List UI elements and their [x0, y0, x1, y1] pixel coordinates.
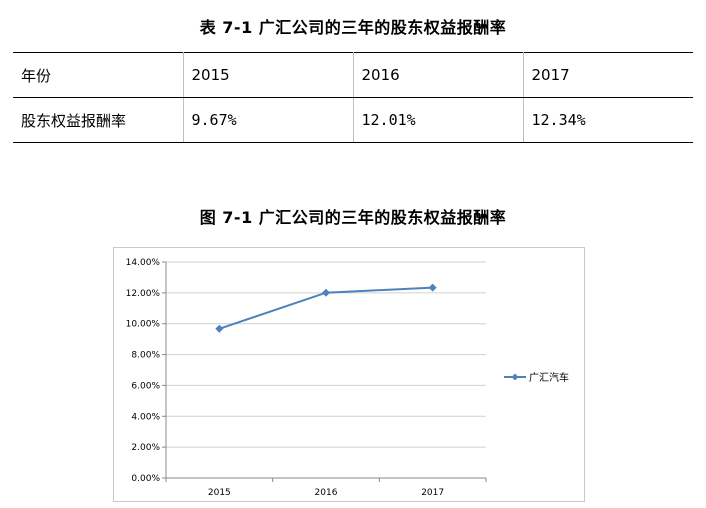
y-tick-label: 10.00% [126, 320, 161, 330]
header-cell-year: 年份 [13, 52, 184, 98]
legend-label: 广汇汽车 [529, 371, 569, 384]
y-tick-label: 14.00% [126, 258, 161, 268]
value-cell-2017: 12.34% [522, 97, 693, 143]
legend-marker [511, 373, 519, 381]
data-point [322, 288, 330, 297]
x-tick-label: 2016 [315, 488, 338, 498]
table-header-row: 年份 2015 2016 2017 [13, 52, 693, 98]
chart-title: 图 7-1 广汇公司的三年的股东权益报酬率 [199, 208, 507, 227]
value-cell-2015: 9.67% [182, 97, 354, 143]
row-label-roe: 股东权益报酬率 [13, 97, 184, 143]
table-title: 表 7-1 广汇公司的三年的股东权益报酬率 [199, 18, 507, 37]
header-cell-2017: 2017 [522, 52, 693, 98]
table-row: 股东权益报酬率 9.67% 12.01% 12.34% [13, 97, 693, 143]
y-tick-label: 2.00% [131, 443, 160, 453]
header-cell-2015: 2015 [182, 52, 354, 98]
x-tick-label: 2015 [208, 488, 231, 498]
y-tick-label: 6.00% [131, 381, 160, 391]
data-point [215, 324, 224, 333]
y-tick-label: 12.00% [126, 289, 161, 299]
y-tick-label: 0.00% [131, 474, 160, 484]
value-cell-2016: 12.01% [352, 97, 524, 143]
x-tick-label: 2017 [421, 488, 444, 498]
data-point [428, 283, 437, 292]
y-tick-label: 4.00% [131, 412, 160, 422]
line-chart: 14.00% 12.00% 10.00% 8.00% 6.00% 4.00% 2.00% 0.… [126, 258, 569, 498]
header-cell-2016: 2016 [352, 52, 524, 98]
roe-table: 年份 2015 2016 2017 股东权益报酬率 9.67% 12.01% 1… [13, 52, 693, 143]
chart-frame: 14.00% 12.00% 10.00% 8.00% 6.00% 4.00% 2.00% 0.… [113, 247, 585, 502]
y-tick-label: 8.00% [131, 351, 160, 361]
